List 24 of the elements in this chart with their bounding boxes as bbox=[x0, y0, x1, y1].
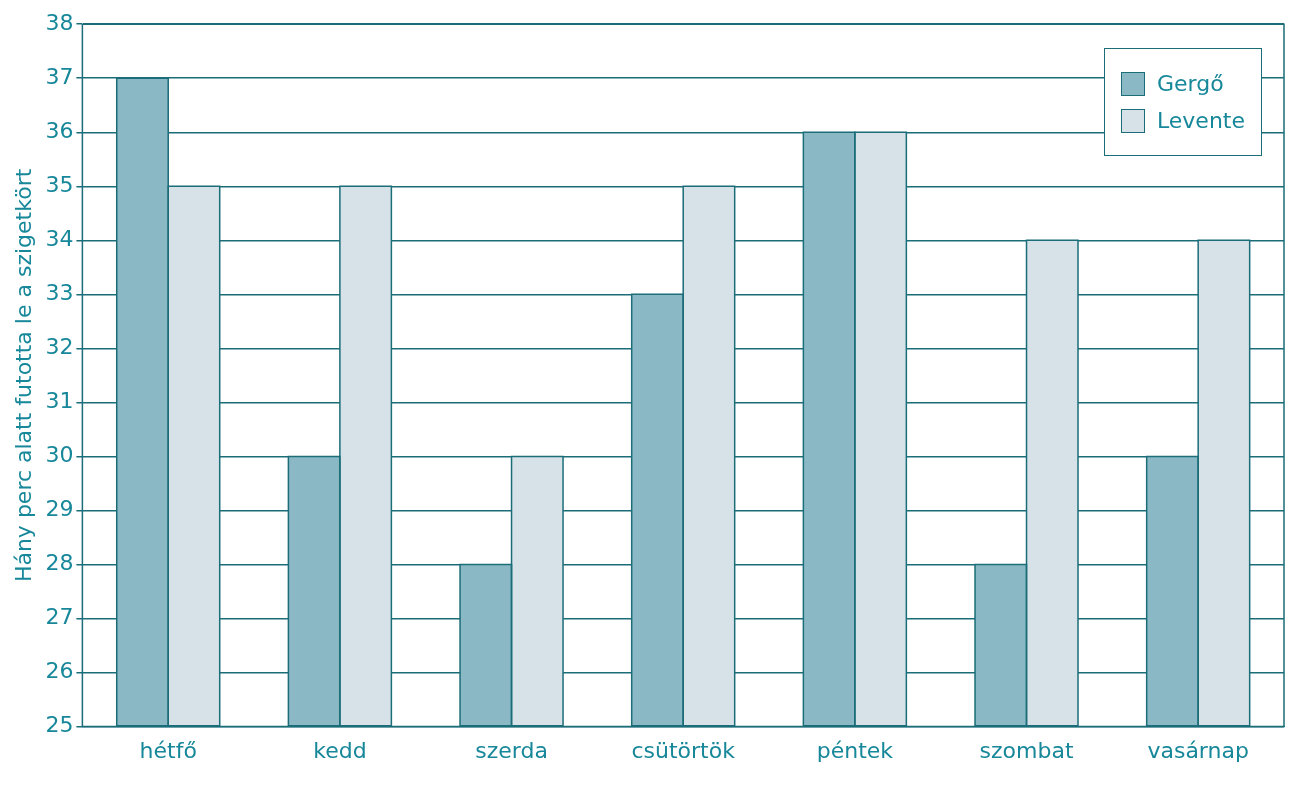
x-tick-label: szombat bbox=[979, 737, 1074, 763]
y-tick-label: 28 bbox=[45, 550, 74, 576]
x-tick-label: kedd bbox=[313, 737, 367, 763]
x-tick-label: péntek bbox=[816, 737, 894, 763]
x-tick-label: hétfő bbox=[139, 737, 197, 763]
y-tick-label: 25 bbox=[45, 712, 74, 738]
y-tick-label: 30 bbox=[45, 442, 74, 468]
y-tick-label: 26 bbox=[45, 658, 74, 684]
legend-label: Gergő bbox=[1156, 71, 1224, 97]
y-tick-label: 33 bbox=[45, 280, 74, 306]
legend-label: Levente bbox=[1156, 108, 1245, 134]
y-tick-label: 38 bbox=[45, 9, 74, 35]
y-axis-title: Hány perc alatt futotta le a szigetkört bbox=[10, 168, 36, 583]
x-tick-label: csütörtök bbox=[631, 737, 736, 763]
y-tick-label: 36 bbox=[45, 117, 74, 143]
x-tick-label: szerda bbox=[475, 737, 548, 763]
y-tick-label: 37 bbox=[45, 63, 74, 89]
x-tick-label: vasárnap bbox=[1147, 737, 1249, 763]
y-tick-label: 29 bbox=[45, 496, 74, 522]
y-tick-label: 35 bbox=[45, 172, 74, 198]
y-tick-label: 34 bbox=[45, 226, 74, 252]
y-tick-label: 31 bbox=[45, 388, 74, 414]
y-tick-label: 32 bbox=[45, 334, 74, 360]
y-tick-label: 27 bbox=[45, 604, 74, 630]
